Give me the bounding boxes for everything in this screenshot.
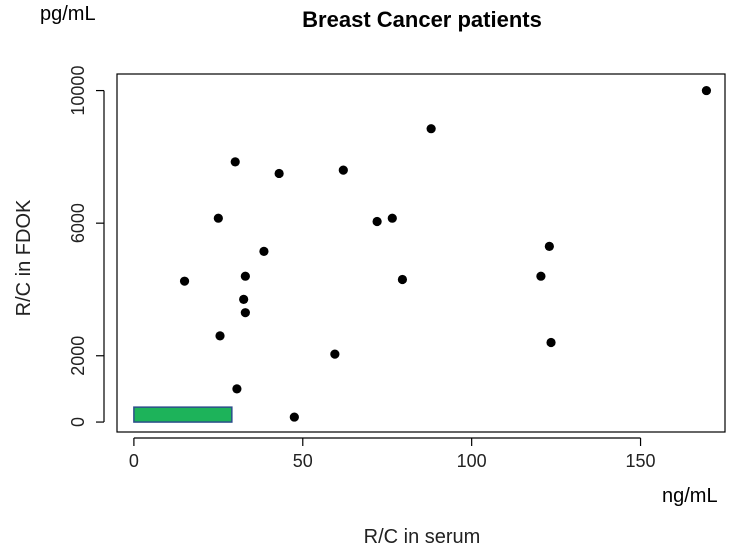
y-tick-label: 6000 xyxy=(68,203,88,243)
data-point xyxy=(546,337,556,348)
points-layer xyxy=(179,85,712,422)
data-point xyxy=(330,349,340,359)
data-point xyxy=(215,331,225,341)
reference-range-layer xyxy=(133,406,233,423)
data-point xyxy=(259,246,269,256)
data-point xyxy=(274,168,284,179)
x-tick-label: 0 xyxy=(129,451,139,471)
reference-range-box xyxy=(133,406,233,423)
x-axis-label: R/C in serum xyxy=(364,526,481,548)
data-point xyxy=(536,271,546,281)
y-unit-label: pg/mL xyxy=(40,3,96,25)
y-tick-label: 2000 xyxy=(68,336,88,376)
plot-area-frame xyxy=(116,73,726,433)
data-point xyxy=(289,412,299,422)
data-point xyxy=(232,384,242,394)
x-unit-label: ng/mL xyxy=(662,485,718,507)
data-point xyxy=(387,213,397,223)
y-axis: 0 2000 6000 10000 xyxy=(68,66,105,427)
data-point xyxy=(372,216,382,227)
x-tick-label: 100 xyxy=(457,451,487,471)
x-axis: 0 50 100 150 xyxy=(129,437,656,471)
data-point xyxy=(426,124,436,134)
data-point xyxy=(544,241,554,251)
y-axis-label: R/C in FDOK xyxy=(13,199,35,316)
data-point xyxy=(230,157,240,167)
data-point xyxy=(239,294,249,305)
data-point xyxy=(701,85,712,96)
data-point xyxy=(338,165,348,175)
data-point xyxy=(240,308,250,318)
data-point xyxy=(213,213,223,223)
chart-title: Breast Cancer patients xyxy=(302,7,542,32)
x-tick-label: 50 xyxy=(293,451,313,471)
data-point xyxy=(179,276,190,286)
data-point xyxy=(240,271,250,281)
y-tick-label: 10000 xyxy=(68,66,88,116)
y-tick-label: 0 xyxy=(68,417,88,427)
data-point xyxy=(397,274,408,285)
x-tick-label: 150 xyxy=(626,451,656,471)
